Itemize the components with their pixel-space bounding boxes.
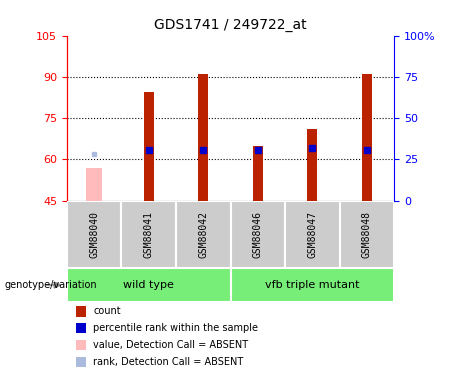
Bar — [198, 74, 208, 201]
Bar — [362, 74, 372, 201]
Bar — [307, 129, 317, 201]
Text: genotype/variation: genotype/variation — [5, 280, 97, 290]
Text: value, Detection Call = ABSENT: value, Detection Call = ABSENT — [93, 340, 248, 350]
Bar — [67, 268, 230, 302]
Text: GSM88041: GSM88041 — [144, 211, 154, 258]
Bar — [230, 268, 394, 302]
Text: GSM88047: GSM88047 — [307, 211, 317, 258]
Bar — [144, 92, 154, 201]
Bar — [86, 168, 102, 201]
Text: rank, Detection Call = ABSENT: rank, Detection Call = ABSENT — [93, 357, 243, 367]
Text: count: count — [93, 306, 121, 316]
Bar — [176, 201, 230, 268]
Bar — [230, 201, 285, 268]
Bar — [285, 201, 340, 268]
Text: wild type: wild type — [123, 280, 174, 290]
Text: GSM88048: GSM88048 — [362, 211, 372, 258]
Bar — [253, 146, 263, 201]
Text: percentile rank within the sample: percentile rank within the sample — [93, 323, 258, 333]
Bar — [340, 201, 394, 268]
Text: GSM88042: GSM88042 — [198, 211, 208, 258]
Text: vfb triple mutant: vfb triple mutant — [265, 280, 360, 290]
Bar — [121, 201, 176, 268]
Title: GDS1741 / 249722_at: GDS1741 / 249722_at — [154, 18, 307, 32]
Text: GSM88040: GSM88040 — [89, 211, 99, 258]
Text: GSM88046: GSM88046 — [253, 211, 263, 258]
Bar — [67, 201, 121, 268]
